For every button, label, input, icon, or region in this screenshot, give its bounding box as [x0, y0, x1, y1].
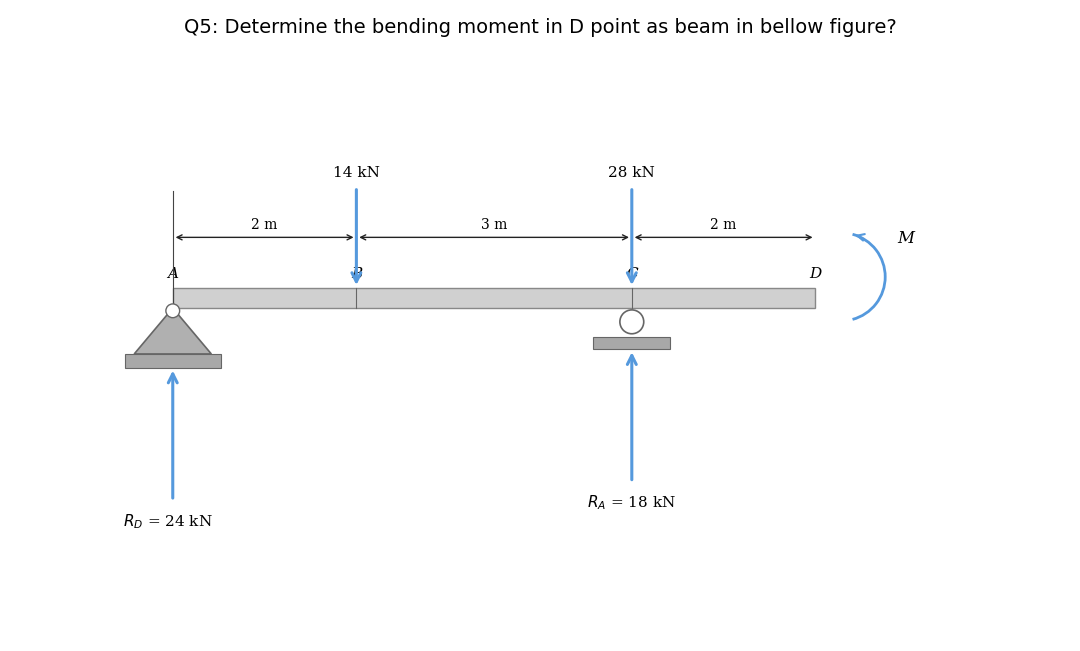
Bar [173, 288, 815, 308]
Polygon shape [134, 308, 212, 354]
Text: C: C [626, 266, 637, 281]
Circle shape [620, 310, 644, 334]
Text: B: B [351, 266, 362, 281]
Bar [593, 337, 671, 350]
Text: 3 m: 3 m [481, 218, 508, 232]
Text: 2 m: 2 m [252, 218, 278, 232]
Text: 14 kN: 14 kN [333, 165, 380, 180]
Bar [125, 354, 220, 368]
Circle shape [166, 304, 179, 318]
Text: D: D [809, 266, 822, 281]
Text: M: M [896, 230, 914, 247]
Text: $R_D$ = 24 kN: $R_D$ = 24 kN [123, 512, 213, 531]
Text: $R_A$ = 18 kN: $R_A$ = 18 kN [588, 493, 676, 512]
Text: 2 m: 2 m [711, 218, 737, 232]
Text: A: A [167, 266, 178, 281]
Text: 28 kN: 28 kN [608, 165, 656, 180]
Text: Q5: Determine the bending moment in D point as beam in bellow figure?: Q5: Determine the bending moment in D po… [184, 18, 896, 37]
